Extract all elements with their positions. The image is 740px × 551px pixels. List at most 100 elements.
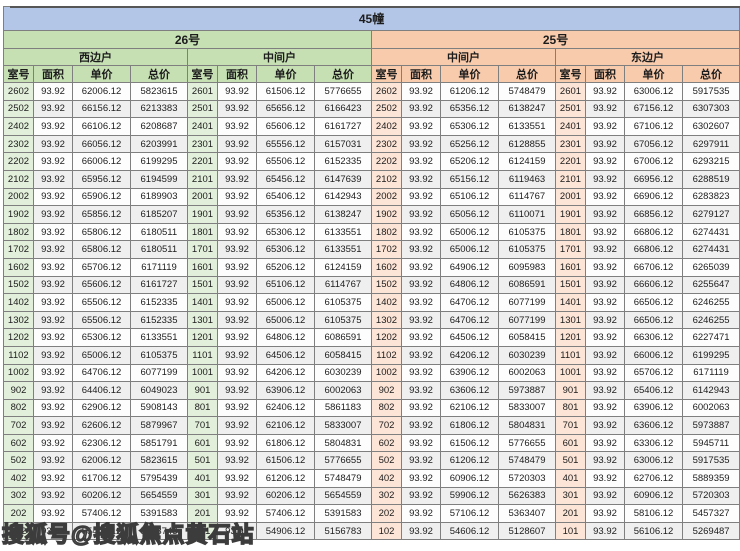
room-cell: 2501 xyxy=(187,99,218,119)
col-header-room: 室号 xyxy=(555,65,586,83)
area-cell: 93.92 xyxy=(401,82,441,101)
unit-price-cell: 66706.12 xyxy=(624,257,683,277)
room-cell: 1201 xyxy=(187,328,218,347)
table-row: 2302 93.92 66056.12 6203991 2301 93.92 65556.1… xyxy=(3,134,740,154)
area-cell: 93.92 xyxy=(33,416,73,435)
total-price-cell: 5804831 xyxy=(498,416,556,435)
total-price-cell: 5804831 xyxy=(314,433,372,453)
total-price-cell: 5363407 xyxy=(498,504,556,523)
unit-price-cell: 65656.12 xyxy=(256,99,315,119)
area-cell: 93.92 xyxy=(217,521,257,541)
area-cell: 93.92 xyxy=(33,381,73,400)
unit-price-cell: 65206.12 xyxy=(440,152,499,171)
room-cell: 2401 xyxy=(555,117,586,136)
unit-price-cell: 65506.12 xyxy=(72,293,131,312)
total-price-cell: 5748479 xyxy=(498,451,556,471)
total-price-cell: 6077199 xyxy=(130,363,188,383)
area-cell: 93.92 xyxy=(401,117,441,136)
unit-price-cell: 58106.12 xyxy=(624,504,683,523)
room-cell: 1702 xyxy=(3,240,34,259)
unit-price-cell: 65006.12 xyxy=(256,310,315,330)
room-cell: 2402 xyxy=(3,117,34,136)
table-row: 602 93.92 62306.12 5851791 601 93.92 61806.12 5… xyxy=(3,433,740,453)
room-cell: 2602 xyxy=(3,82,34,101)
area-cell: 93.92 xyxy=(585,275,625,295)
room-cell: 601 xyxy=(187,433,218,453)
unit-price-cell: 61206.12 xyxy=(440,451,499,471)
total-price-cell: 6293215 xyxy=(681,152,740,171)
total-price-cell: 5833007 xyxy=(498,398,556,418)
area-cell: 93.92 xyxy=(585,169,625,189)
total-price-cell: 6105375 xyxy=(498,240,556,259)
table-row: 402 93.92 61706.12 5795439 401 93.92 61206.12 5… xyxy=(3,469,740,488)
room-cell: 1501 xyxy=(555,275,586,295)
unit-price-cell: 65306.12 xyxy=(256,240,315,259)
table-row: 1902 93.92 65856.12 6185207 1901 93.92 65356.1… xyxy=(3,205,740,224)
room-cell: 301 xyxy=(555,486,586,506)
total-price-cell: 6246255 xyxy=(681,293,740,312)
total-price-cell: 5973887 xyxy=(681,416,740,435)
building-26-header: 26号 xyxy=(3,30,372,49)
unit-price-cell: 65806.12 xyxy=(72,222,131,242)
room-cell: 1001 xyxy=(555,363,586,383)
room-cell: 1702 xyxy=(371,240,402,259)
table-body: 2602 93.92 62006.12 5823615 2601 93.92 61506.1… xyxy=(3,82,740,541)
area-cell: 93.92 xyxy=(33,82,73,101)
area-cell: 93.92 xyxy=(217,451,257,471)
unit-price-cell: 56106.12 xyxy=(624,521,683,541)
total-price-cell: 6002063 xyxy=(314,381,372,400)
total-price-cell: 6077199 xyxy=(498,293,556,312)
unit-price-cell: 66006.12 xyxy=(72,152,131,171)
area-cell: 93.92 xyxy=(585,82,625,101)
total-price-cell: 6171119 xyxy=(130,257,188,277)
total-price-cell: 5457327 xyxy=(681,504,740,523)
room-cell: 502 xyxy=(3,451,34,471)
unit-price-cell: 63906.12 xyxy=(440,363,499,383)
total-price-cell: 5720303 xyxy=(498,469,556,488)
total-price-cell: 6274431 xyxy=(681,240,740,259)
total-price-cell: 6307303 xyxy=(681,99,740,119)
room-cell: 2301 xyxy=(187,134,218,154)
total-price-cell: 5776655 xyxy=(498,433,556,453)
total-price-cell: 6105375 xyxy=(314,293,372,312)
unit-price-cell: 60906.12 xyxy=(440,469,499,488)
room-cell: 102 xyxy=(3,521,34,541)
unit-price-cell: 64506.12 xyxy=(440,328,499,347)
column-header-row: 室号 面积 单价 总价 室号 面积 单价 总价 室号 面积 单价 总价 室号 面… xyxy=(3,65,740,83)
area-cell: 93.92 xyxy=(585,398,625,418)
area-cell: 93.92 xyxy=(217,504,257,523)
total-price-cell: 6227471 xyxy=(681,328,740,347)
room-cell: 902 xyxy=(371,381,402,400)
area-cell: 93.92 xyxy=(401,486,441,506)
unit-price-cell: 66606.12 xyxy=(624,275,683,295)
total-price-cell: 6274431 xyxy=(681,222,740,242)
total-price-cell: 6049023 xyxy=(130,381,188,400)
unit-price-cell: 64206.12 xyxy=(440,345,499,365)
room-cell: 101 xyxy=(187,521,218,541)
unit-price-cell: 63606.12 xyxy=(624,416,683,435)
area-cell: 93.92 xyxy=(401,469,441,488)
room-cell: 1701 xyxy=(187,240,218,259)
room-cell: 1001 xyxy=(187,363,218,383)
area-cell: 93.92 xyxy=(217,328,257,347)
unit-price-cell: 60206.12 xyxy=(72,486,131,506)
total-price-cell: 6114767 xyxy=(498,187,556,207)
total-price-cell: 6152335 xyxy=(314,152,372,171)
unit-price-cell: 64706.12 xyxy=(72,363,131,383)
room-cell: 2002 xyxy=(3,187,34,207)
total-price-cell: 6194599 xyxy=(130,169,188,189)
total-price-cell: 5823615 xyxy=(130,82,188,101)
unit-price-cell: 66106.12 xyxy=(72,117,131,136)
total-price-cell: 6077199 xyxy=(498,310,556,330)
total-price-cell: 6030239 xyxy=(498,345,556,365)
unit-price-cell: 63906.12 xyxy=(624,398,683,418)
room-cell: 2502 xyxy=(3,99,34,119)
room-cell: 602 xyxy=(371,433,402,453)
room-cell: 1901 xyxy=(187,205,218,224)
table-row: 1002 93.92 64706.12 6077199 1001 93.92 64206.1… xyxy=(3,363,740,383)
total-price-cell: 6105375 xyxy=(498,222,556,242)
total-price-cell: 6208687 xyxy=(130,117,188,136)
total-price-cell: 5776655 xyxy=(314,451,372,471)
area-cell: 93.92 xyxy=(401,345,441,365)
unit-price-cell: 64806.12 xyxy=(256,328,315,347)
